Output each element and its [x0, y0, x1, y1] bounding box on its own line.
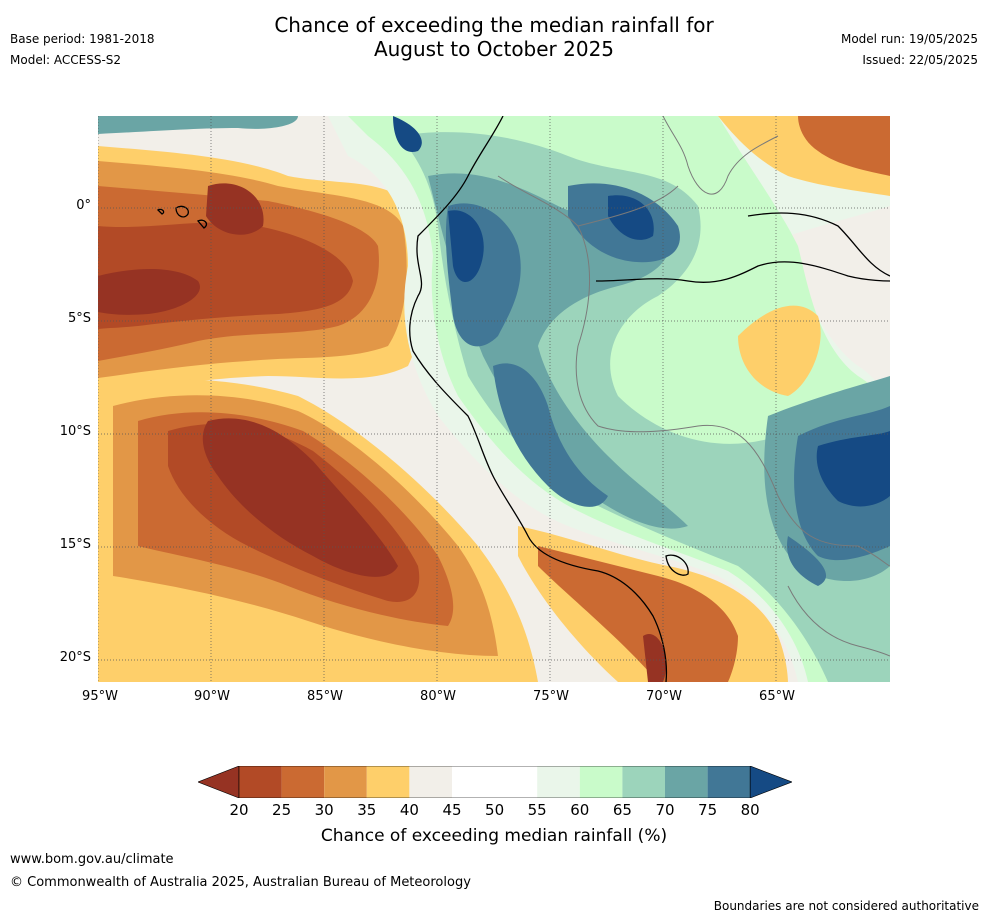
amazon-river-line	[595, 261, 890, 283]
colorbar-label-35: 35	[357, 801, 377, 819]
model-text: Model: ACCESS-S2	[10, 53, 122, 67]
map-gridlines	[98, 116, 890, 682]
rainfall-map[interactable]	[98, 116, 890, 682]
colorbar-label-50: 50	[485, 801, 505, 819]
lon-tick-80w: 80°W	[420, 689, 456, 704]
colorbar-svg	[197, 765, 793, 799]
region-northwest-75	[98, 116, 298, 134]
lon-tick-75w: 75°W	[533, 689, 569, 704]
colorbar-swatch-45-50	[452, 766, 495, 798]
lat-tick-0: 0°	[76, 198, 91, 213]
colorbar-swatch-20-25	[239, 766, 282, 798]
lat-tick-20s: 20°S	[59, 650, 91, 665]
colorbar-swatch-70-75	[665, 766, 708, 798]
colorbar-label-55: 55	[527, 801, 547, 819]
lat-tick-10s: 10°S	[59, 424, 91, 439]
lon-tick-85w: 85°W	[307, 689, 343, 704]
lon-tick-95w: 95°W	[82, 689, 118, 704]
region-northeast-30	[798, 116, 890, 176]
colorbar-label-70: 70	[655, 801, 675, 819]
footer-disclaimer: Boundaries are not considered authoritat…	[713, 899, 979, 913]
south-america-coastline	[409, 116, 668, 682]
region-land-75	[428, 173, 890, 581]
colorbar-swatch-35-40	[366, 766, 410, 798]
base-period-text: Base period: 1981-2018	[10, 32, 155, 46]
region-coast-south-20	[643, 634, 667, 682]
colorbar-label-45: 45	[442, 801, 462, 819]
region-northeast-40	[718, 116, 890, 396]
colorbar-label-65: 65	[612, 801, 632, 819]
footer-url: www.bom.gov.au/climate	[10, 852, 174, 867]
colorbar-swatch-65-70	[622, 766, 665, 798]
region-land-85	[393, 116, 890, 507]
colorbar-label-75: 75	[698, 801, 718, 819]
lon-tick-65w: 65°W	[759, 689, 795, 704]
colorbar-label-20: 20	[229, 801, 249, 819]
colorbar-swatch-25-30	[281, 766, 325, 798]
meta-left: Base period: 1981-2018 Model: ACCESS-S2	[10, 29, 155, 71]
colorbar-label-40: 40	[399, 801, 419, 819]
meta-right: Model run: 19/05/2025 Issued: 22/05/2025	[841, 29, 978, 71]
colorbar	[197, 765, 793, 802]
colorbar-label-60: 60	[570, 801, 590, 819]
colorbar-swatch-55-60	[537, 766, 580, 798]
lon-tick-70w: 70°W	[646, 689, 682, 704]
colorbar-label-30: 30	[314, 801, 334, 819]
lat-tick-15s: 15°S	[59, 537, 91, 552]
colorbar-swatch-60-65	[579, 766, 623, 798]
region-coast-south-30	[538, 546, 738, 682]
colorbar-label-80: 80	[740, 801, 760, 819]
map-svg	[98, 116, 890, 682]
colorbar-swatch-50-55	[494, 766, 538, 798]
northern-coast-line	[747, 212, 890, 277]
lat-tick-5s: 5°S	[67, 311, 91, 326]
title-line-2: August to October 2025	[373, 37, 615, 61]
colorbar-title: Chance of exceeding median rainfall (%)	[320, 826, 668, 846]
issued-text: Issued: 22/05/2025	[862, 53, 978, 67]
region-land-80	[445, 183, 890, 586]
model-run-text: Model run: 19/05/2025	[840, 32, 978, 46]
colorbar-swatch-40-45	[409, 766, 452, 798]
lon-tick-90w: 90°W	[194, 689, 230, 704]
colorbar-arrow-left	[197, 765, 240, 799]
lake-titicaca	[665, 554, 689, 576]
region-pacific-north-20	[98, 183, 264, 315]
colorbar-label-25: 25	[272, 801, 292, 819]
colorbar-swatch-30-35	[324, 766, 367, 798]
galapagos-islands	[156, 205, 208, 229]
colorbar-arrow-right	[749, 765, 793, 799]
region-pacific-south-20	[202, 418, 398, 577]
colorbar-swatch-75-80	[707, 766, 751, 798]
country-borders	[497, 116, 890, 657]
title-line-1: Chance of exceeding the median rainfall …	[274, 13, 714, 37]
map-title: Chance of exceeding the median rainfall …	[0, 13, 988, 61]
footer-copyright: © Commonwealth of Australia 2025, Austra…	[10, 875, 471, 890]
